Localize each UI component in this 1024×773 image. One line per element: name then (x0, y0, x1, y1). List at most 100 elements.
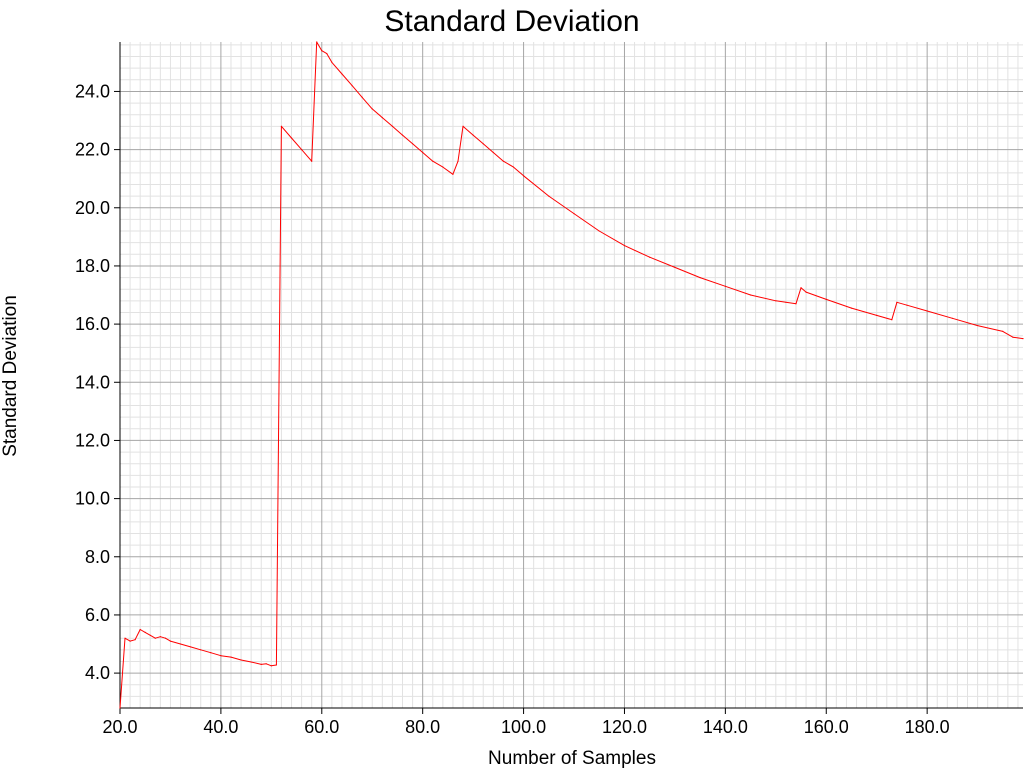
data-point (341, 73, 343, 75)
data-point (316, 41, 318, 43)
axes (119, 42, 1023, 709)
data-point (190, 646, 192, 648)
data-point (250, 661, 252, 663)
data-point (275, 664, 277, 666)
data-point (265, 663, 267, 665)
data-point (280, 125, 283, 127)
data-series (119, 41, 1024, 709)
major-gridlines (119, 42, 1023, 708)
data-point (573, 212, 575, 215)
x-tick-label: 40.0 (203, 717, 238, 737)
data-point (674, 266, 676, 268)
data-point (371, 108, 373, 110)
data-point (230, 656, 232, 658)
data-point (457, 160, 459, 162)
data-point (926, 310, 928, 312)
y-tick-label: 12.0 (75, 430, 110, 450)
data-point (179, 643, 182, 645)
chart-title: Standard Deviation (384, 5, 639, 38)
data-point (896, 301, 898, 303)
data-point (210, 652, 212, 654)
data-point (411, 143, 414, 145)
y-tick-label: 4.0 (85, 663, 110, 683)
data-point (876, 314, 878, 316)
data-point (825, 298, 827, 300)
x-tick-label: 60.0 (304, 717, 339, 737)
data-point (805, 291, 807, 293)
data-point (149, 634, 151, 636)
data-point (1012, 336, 1014, 338)
data-point (321, 50, 323, 52)
y-tick-label: 22.0 (75, 140, 110, 160)
x-tick-label: 140.0 (703, 717, 748, 737)
data-point (482, 143, 484, 145)
data-point (381, 117, 383, 119)
data-point (290, 137, 293, 139)
y-tick-label: 8.0 (85, 547, 110, 567)
data-point (976, 324, 979, 327)
data-point (119, 707, 121, 709)
data-point (951, 317, 953, 319)
data-point (164, 637, 167, 639)
data-point (1002, 330, 1004, 332)
y-tick-label: 18.0 (75, 256, 110, 276)
data-point (462, 125, 464, 127)
y-tick-label: 16.0 (75, 314, 110, 334)
x-tick-label: 20.0 (102, 717, 137, 737)
data-point (422, 151, 424, 154)
y-tick-label: 6.0 (85, 605, 110, 625)
data-point (502, 160, 504, 162)
data-point (906, 304, 908, 306)
data-point (159, 636, 161, 638)
data-point (724, 285, 726, 287)
y-axis-ticks: 4.0 6.0 8.0 10.0 12.0 14.0 16.0 18.0 20.0 22.0 24.… (75, 81, 120, 683)
data-point (331, 61, 333, 63)
data-point (200, 649, 202, 651)
data-point (129, 640, 131, 642)
data-point (220, 655, 222, 657)
data-point (301, 149, 303, 151)
data-point (124, 637, 126, 639)
data-point (548, 195, 550, 197)
data-point (891, 319, 893, 321)
data-point (326, 53, 328, 55)
data-point (452, 173, 454, 175)
data-point (850, 307, 853, 309)
x-tick-label: 120.0 (602, 717, 647, 737)
data-point (795, 303, 797, 305)
data-point (391, 125, 394, 127)
data-point (775, 300, 777, 302)
data-point (134, 639, 136, 641)
data-point (432, 160, 434, 162)
x-tick-label: 100.0 (501, 717, 546, 737)
data-point (361, 96, 363, 98)
data-point (800, 287, 802, 289)
data-point (260, 663, 262, 665)
data-point (598, 230, 600, 232)
data-point (699, 276, 701, 279)
data-point (240, 659, 242, 661)
y-tick-label: 10.0 (75, 489, 110, 509)
data-point (749, 294, 752, 296)
data-point (623, 244, 626, 247)
x-axis-label: Number of Samples (488, 748, 656, 768)
data-point (649, 256, 651, 258)
x-tick-label: 180.0 (905, 717, 950, 737)
data-point (512, 166, 515, 168)
x-axis-ticks: 20.0 40.0 60.0 80.0 100.0 120.0 140.0 160.0 180.… (102, 708, 950, 737)
data-point (1022, 338, 1024, 340)
data-point (472, 134, 474, 136)
data-point (270, 665, 272, 667)
data-point (139, 628, 141, 631)
y-tick-label: 24.0 (75, 81, 110, 101)
x-tick-label: 80.0 (405, 717, 440, 737)
data-point (169, 640, 172, 642)
minor-gridlines (120, 42, 1023, 709)
data-point (492, 151, 494, 154)
data-point (401, 134, 404, 136)
data-point (442, 166, 444, 168)
x-tick-label: 160.0 (804, 717, 849, 737)
y-tick-label: 14.0 (75, 372, 110, 392)
data-point (522, 175, 525, 177)
